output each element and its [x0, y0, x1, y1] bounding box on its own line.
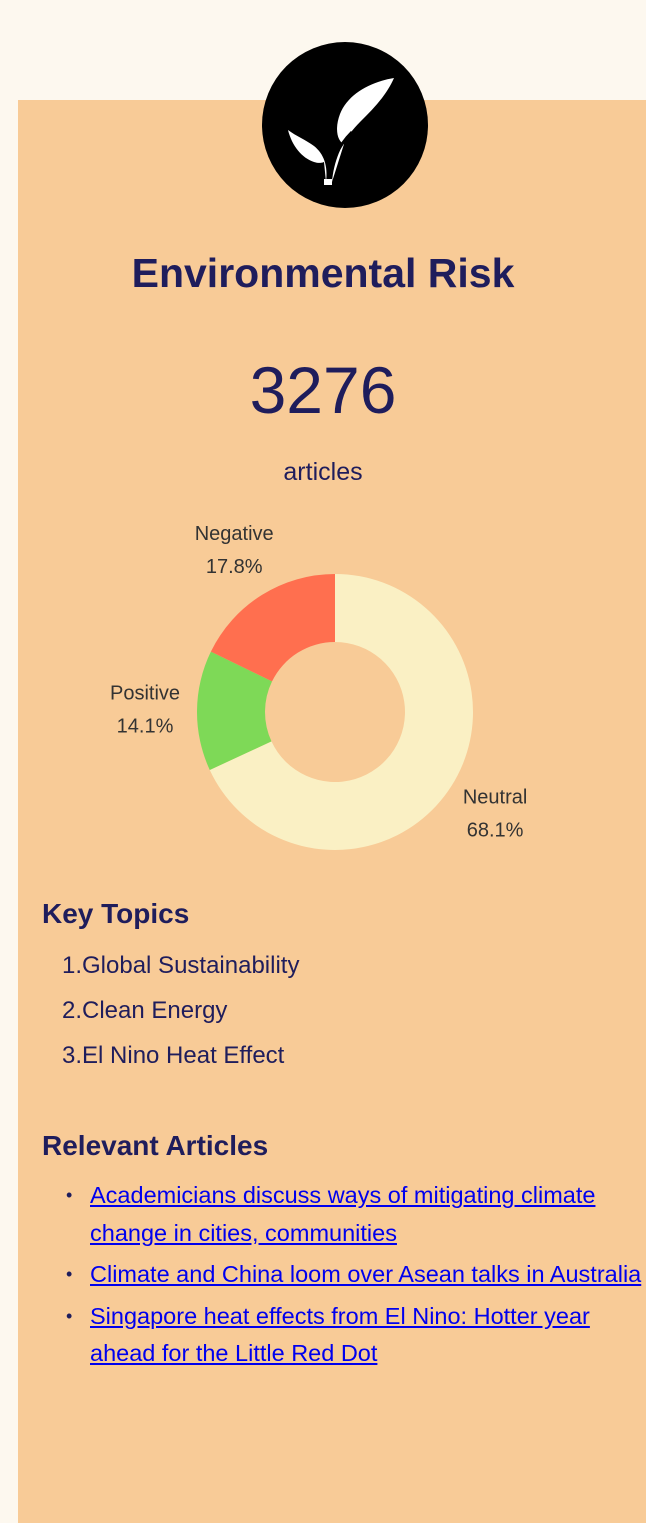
donut-chart: Neutral 68.1% Positive 14.1% Negative 17.8% [110, 523, 527, 850]
slice-value: 17.8% [206, 556, 263, 578]
count-label: articles [283, 458, 363, 486]
donut-slice [209, 574, 473, 850]
title: Environmental Risk [131, 250, 515, 296]
donut-slice [210, 574, 335, 682]
article-link[interactable]: Climate and China loom over Asean talks … [90, 1261, 642, 1287]
slice-label: Positive [110, 682, 180, 704]
article-link[interactable]: Singapore heat effects from El Nino: Hot… [90, 1302, 590, 1367]
slice-value: 14.1% [117, 715, 174, 737]
section-heading: Relevant Articles [42, 1130, 269, 1161]
article-list: Academicians discuss ways of mitigating … [66, 1177, 646, 1377]
leaf-icon [262, 42, 428, 208]
article-item: Singapore heat effects from El Nino: Hot… [66, 1298, 646, 1373]
slice-label: Negative [195, 523, 274, 545]
slice-value: 68.1% [467, 820, 524, 842]
article-count: 3276 [249, 353, 397, 427]
topic: 2.Clean Energy [62, 997, 228, 1024]
slice-label: Neutral [463, 787, 527, 809]
donut-slice [197, 651, 273, 770]
article-link[interactable]: Academicians discuss ways of mitigating … [90, 1182, 596, 1246]
section-heading: Key Topics [42, 898, 190, 929]
topic: 3.El Nino Heat Effect [62, 1042, 285, 1069]
article-item: Climate and China loom over Asean talks … [66, 1256, 646, 1294]
topic: 1.Global Sustainability [62, 952, 300, 979]
topic-list: 1.Global Sustainability 2.Clean Energy 3.E… [62, 948, 299, 1083]
article-item: Academicians discuss ways of mitigating … [66, 1177, 646, 1252]
